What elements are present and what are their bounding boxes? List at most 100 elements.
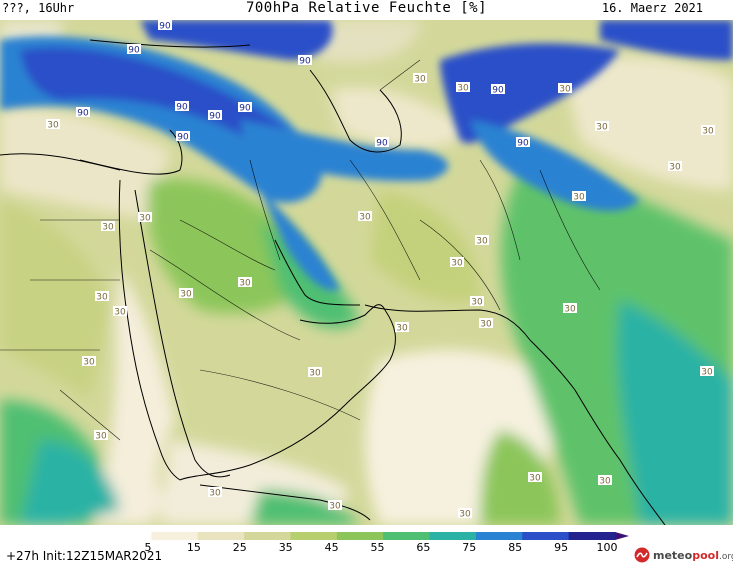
coastline-gulf-south — [299, 304, 396, 406]
border-11 — [379, 59, 421, 91]
contour-label-90: 90 — [238, 102, 252, 114]
border-4 — [349, 159, 421, 281]
contour-label-30: 30 — [138, 212, 152, 224]
header: ???, 16Uhr 700hPa Relative Feuchte [%] 1… — [0, 0, 733, 20]
svg-text:30: 30 — [209, 489, 221, 499]
svg-text:90: 90 — [376, 139, 388, 149]
svg-text:30: 30 — [47, 121, 59, 131]
contour-label-30: 30 — [95, 291, 109, 303]
colorbar — [105, 528, 630, 540]
wet-band-caspian-south — [240, 120, 449, 181]
colorbar-labels: 5 15 25 35 45 55 65 75 85 95 100 — [0, 541, 733, 555]
contour-label-30: 30 — [82, 356, 96, 368]
contour-label-30: 30 — [595, 121, 609, 133]
colorbar-tick-label: 100 — [596, 541, 618, 554]
svg-text:30: 30 — [114, 308, 126, 318]
svg-text:30: 30 — [139, 214, 151, 224]
contour-label-90: 90 — [158, 20, 172, 32]
contour-label-30: 30 — [308, 367, 322, 379]
colorbar-segment — [383, 532, 431, 540]
coastline-gulf-north — [274, 239, 361, 306]
border-2 — [149, 249, 301, 341]
svg-text:30: 30 — [480, 320, 492, 330]
svg-text:30: 30 — [701, 368, 713, 378]
contour-label-90: 90 — [375, 137, 389, 149]
colorbar-tick-label: 5 — [144, 541, 152, 554]
contour-label-90: 90 — [175, 101, 189, 113]
contour-label-30: 30 — [328, 500, 342, 512]
svg-text:30: 30 — [471, 298, 483, 308]
svg-text:30: 30 — [559, 85, 571, 95]
contour-label-30: 30 — [528, 472, 542, 484]
coastline-arabia-south — [179, 404, 346, 481]
contour-label-30: 30 — [701, 125, 715, 137]
wet-band-iraq — [260, 190, 340, 291]
moist-zone-africa-east — [20, 440, 120, 525]
contour-label-90: 90 — [491, 84, 505, 96]
dry-zone-west — [0, 108, 170, 220]
svg-text:90: 90 — [177, 133, 189, 143]
border-3 — [249, 159, 281, 261]
svg-text:30: 30 — [529, 474, 541, 484]
meteopool-logo[interactable]: meteopool.org — [634, 546, 733, 564]
wet-band-central-asia — [440, 43, 620, 144]
contour-label-30: 30 — [668, 161, 682, 173]
meteopool-logo-text: meteopool.org — [653, 548, 733, 562]
colorbar-tick-label: 35 — [278, 541, 293, 554]
coastline-iran-south — [364, 304, 531, 341]
colorbar-segment — [568, 532, 616, 540]
colorbar-segment — [197, 532, 245, 540]
contour-label-30: 30 — [458, 508, 472, 520]
border-13 — [59, 389, 121, 441]
contour-label-90: 90 — [208, 110, 222, 122]
contour-label-30: 30 — [358, 211, 372, 223]
svg-text:30: 30 — [329, 502, 341, 512]
contour-label-30: 30 — [479, 318, 493, 330]
colorbar-segment — [475, 532, 523, 540]
colorbar-tick-label: 55 — [370, 541, 385, 554]
svg-text:30: 30 — [96, 293, 108, 303]
svg-text:30: 30 — [396, 324, 408, 334]
contour-label-30: 30 — [456, 82, 470, 94]
svg-text:90: 90 — [239, 104, 251, 114]
wet-band-east — [470, 120, 640, 211]
svg-text:30: 30 — [239, 279, 251, 289]
svg-text:90: 90 — [299, 57, 311, 67]
coastline-caspian — [309, 69, 402, 153]
svg-text:90: 90 — [517, 139, 529, 149]
contour-label-30: 30 — [450, 257, 464, 269]
border-12 — [539, 169, 601, 291]
contour-label-30: 30 — [598, 475, 612, 487]
meteopool-logo-icon — [634, 547, 650, 563]
svg-text:30: 30 — [669, 163, 681, 173]
contour-label-30: 30 — [46, 119, 60, 131]
svg-text:30: 30 — [702, 127, 714, 137]
forecast-run-label: +27h Init:12Z15MAR2021 — [6, 549, 163, 563]
colorbar-segment — [522, 532, 570, 540]
svg-text:30: 30 — [599, 477, 611, 487]
colorbar-tick-label: 65 — [416, 541, 431, 554]
coastline-horn-africa — [199, 484, 371, 521]
colorbar-segment — [105, 532, 152, 540]
svg-text:30: 30 — [596, 123, 608, 133]
wet-band-core — [20, 47, 300, 145]
map-title: 700hPa Relative Feuchte [%] — [245, 0, 488, 16]
contour-label-90: 90 — [127, 44, 141, 56]
svg-text:30: 30 — [359, 213, 371, 223]
moist-zone-arabia-north — [147, 178, 320, 314]
border-10 — [199, 369, 361, 421]
contour-labels: 90 90 90 90 90 90 — [46, 20, 715, 520]
coastline-india-west — [529, 339, 666, 525]
coastline-black-sea — [89, 39, 251, 48]
coastlines — [0, 39, 666, 525]
coastline-red-sea-west — [118, 179, 181, 481]
svg-text:30: 30 — [83, 358, 95, 368]
contour-label-30: 30 — [94, 430, 108, 442]
wet-band-turkey — [140, 20, 333, 60]
contour-label-30: 30 — [179, 288, 193, 300]
colorbar-tick-label: 15 — [186, 541, 201, 554]
location-time-label: ???, 16Uhr — [2, 1, 75, 15]
colorbar-max-arrow — [615, 532, 629, 540]
dry-zone-redsea — [95, 270, 175, 525]
contour-label-30: 30 — [558, 83, 572, 95]
